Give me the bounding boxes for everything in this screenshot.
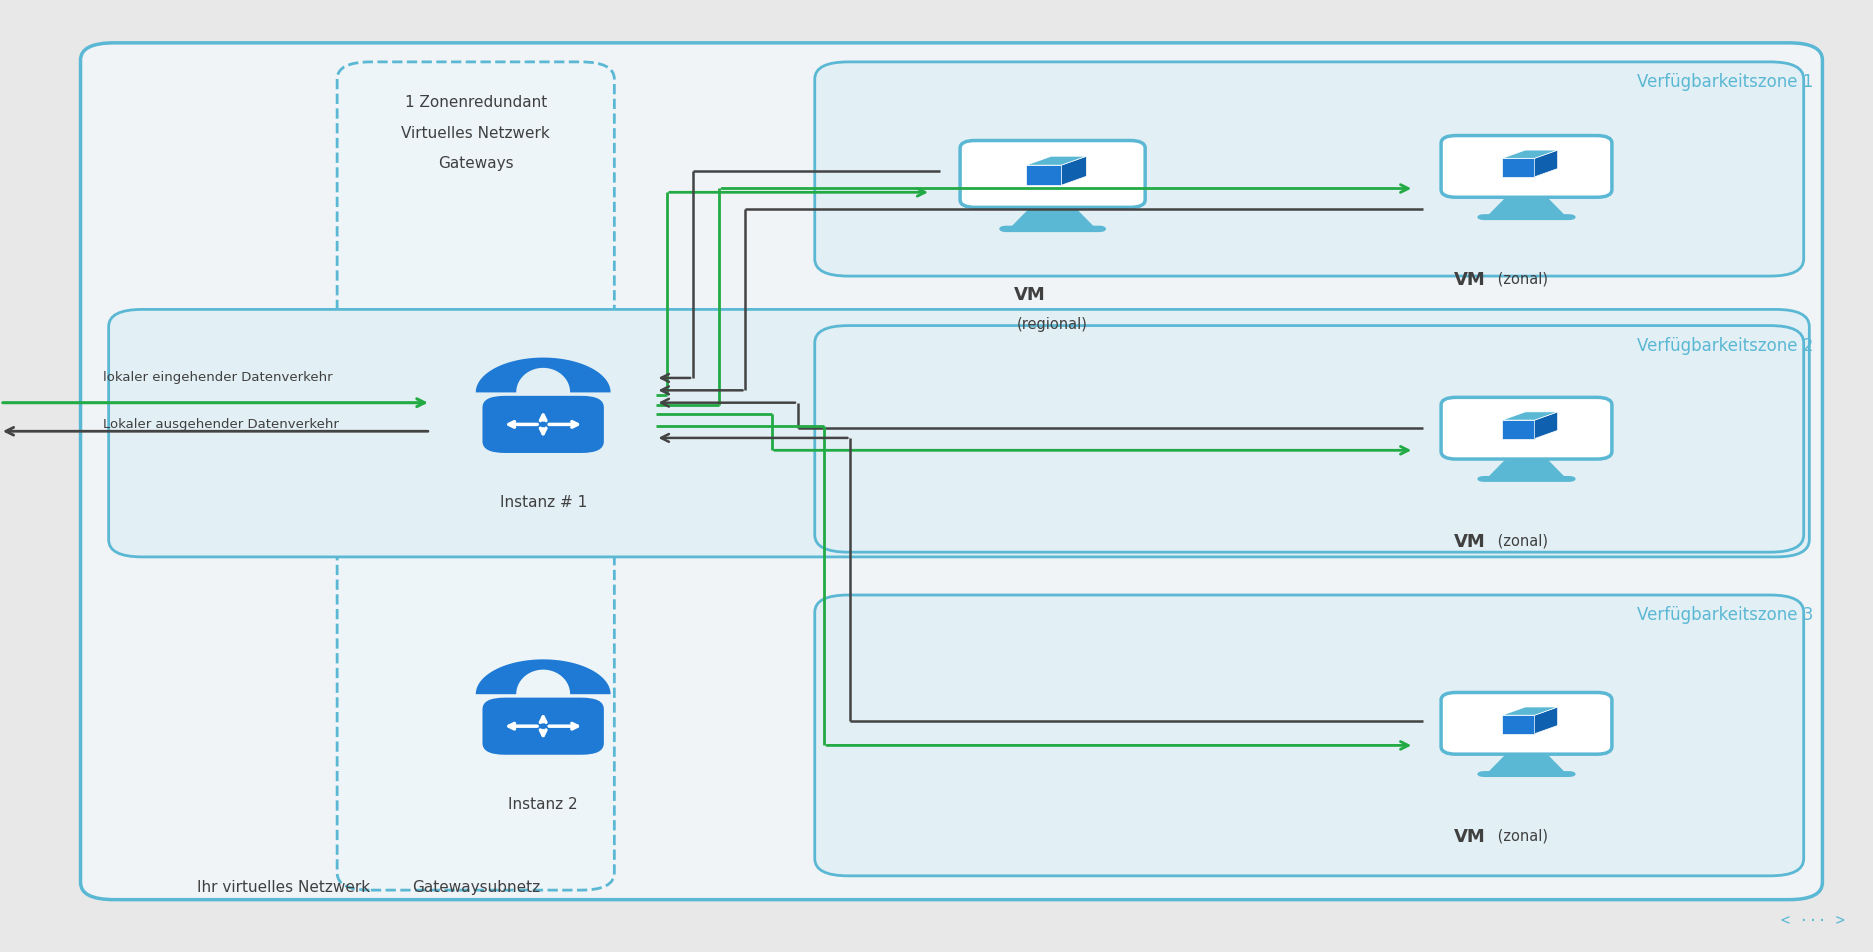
Text: Instanz 2: Instanz 2 bbox=[508, 797, 579, 812]
Polygon shape bbox=[1534, 412, 1558, 439]
Text: (zonal): (zonal) bbox=[1493, 533, 1547, 548]
Text: Verfügbarkeitszone 3: Verfügbarkeitszone 3 bbox=[1637, 606, 1813, 625]
Text: < ··· >: < ··· > bbox=[1781, 913, 1845, 928]
Text: (regional): (regional) bbox=[1017, 317, 1088, 332]
Polygon shape bbox=[1502, 420, 1534, 439]
Text: Virtuelles Netzwerk: Virtuelles Netzwerk bbox=[401, 126, 551, 141]
FancyBboxPatch shape bbox=[1478, 476, 1575, 482]
Polygon shape bbox=[1489, 754, 1564, 772]
Text: Gatewaysubnetz: Gatewaysubnetz bbox=[412, 880, 539, 895]
Polygon shape bbox=[1026, 165, 1062, 186]
FancyBboxPatch shape bbox=[815, 62, 1804, 276]
FancyBboxPatch shape bbox=[483, 396, 603, 453]
FancyBboxPatch shape bbox=[483, 698, 603, 755]
Polygon shape bbox=[1502, 412, 1558, 420]
Text: VM: VM bbox=[1015, 286, 1045, 304]
Text: Verfügbarkeitszone 2: Verfügbarkeitszone 2 bbox=[1637, 337, 1813, 355]
Polygon shape bbox=[1502, 707, 1558, 715]
Text: Verfügbarkeitszone 1: Verfügbarkeitszone 1 bbox=[1637, 73, 1813, 91]
Text: Ihr virtuelles Netzwerk: Ihr virtuelles Netzwerk bbox=[197, 880, 369, 895]
Polygon shape bbox=[1502, 150, 1558, 158]
Polygon shape bbox=[1011, 208, 1094, 228]
Text: lokaler eingehender Datenverkehr: lokaler eingehender Datenverkehr bbox=[103, 370, 333, 384]
FancyBboxPatch shape bbox=[1478, 771, 1575, 777]
FancyBboxPatch shape bbox=[815, 595, 1804, 876]
Polygon shape bbox=[1534, 707, 1558, 734]
Polygon shape bbox=[1489, 197, 1564, 215]
Polygon shape bbox=[1062, 156, 1086, 186]
Text: VM: VM bbox=[1453, 533, 1485, 551]
FancyBboxPatch shape bbox=[1478, 214, 1575, 220]
Polygon shape bbox=[476, 660, 611, 694]
Text: Lokaler ausgehender Datenverkehr: Lokaler ausgehender Datenverkehr bbox=[103, 418, 339, 431]
Text: (zonal): (zonal) bbox=[1493, 271, 1547, 287]
FancyBboxPatch shape bbox=[1440, 397, 1613, 459]
Polygon shape bbox=[1026, 156, 1086, 165]
FancyBboxPatch shape bbox=[815, 326, 1804, 552]
Polygon shape bbox=[476, 358, 611, 392]
Polygon shape bbox=[1502, 715, 1534, 734]
Text: (zonal): (zonal) bbox=[1493, 828, 1547, 843]
Polygon shape bbox=[1534, 150, 1558, 177]
FancyBboxPatch shape bbox=[1440, 692, 1613, 754]
FancyBboxPatch shape bbox=[998, 226, 1107, 232]
FancyBboxPatch shape bbox=[109, 309, 1809, 557]
Text: Gateways: Gateways bbox=[438, 156, 513, 171]
Text: VM: VM bbox=[1453, 271, 1485, 289]
FancyBboxPatch shape bbox=[81, 43, 1822, 900]
Text: 1 Zonenredundant: 1 Zonenredundant bbox=[405, 95, 547, 110]
FancyBboxPatch shape bbox=[961, 141, 1144, 208]
Text: VM: VM bbox=[1453, 828, 1485, 846]
Polygon shape bbox=[1502, 158, 1534, 177]
Text: Instanz # 1: Instanz # 1 bbox=[500, 495, 586, 510]
Polygon shape bbox=[1489, 459, 1564, 477]
FancyBboxPatch shape bbox=[337, 62, 614, 890]
FancyBboxPatch shape bbox=[1440, 135, 1613, 197]
